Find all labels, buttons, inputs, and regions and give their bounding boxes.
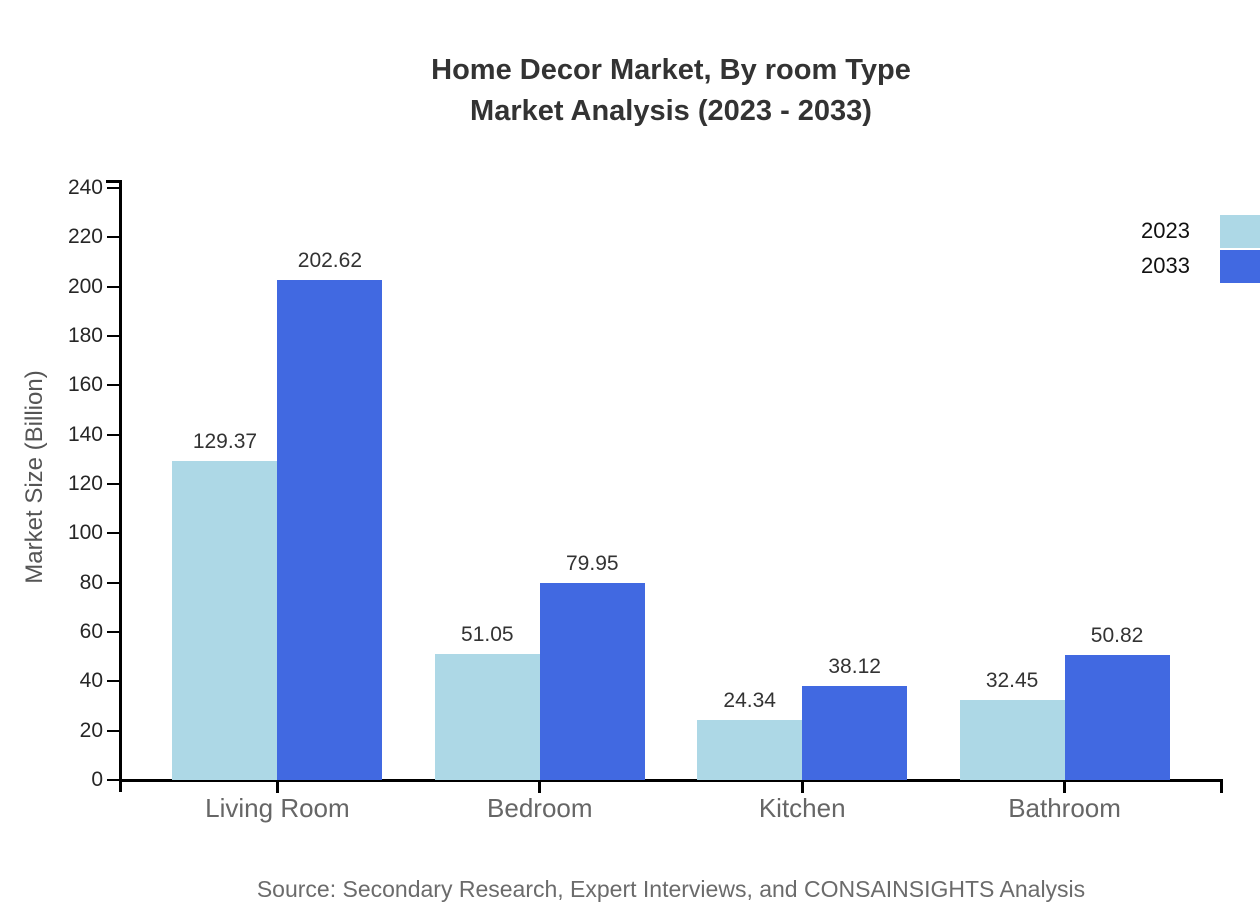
bar-2023-bathroom (959, 699, 1065, 780)
legend-swatch-icon (1220, 249, 1260, 283)
y-axis-line (119, 180, 122, 792)
y-tick-label: 100 (67, 521, 103, 545)
bar-value-label: 50.82 (1090, 623, 1144, 647)
y-tick-label: 240 (67, 176, 103, 199)
legend-swatch-icon (1220, 214, 1260, 248)
legend-item-2033: 2033 (1141, 249, 1260, 283)
y-tick-line (107, 779, 120, 781)
bar-value-label: 24.34 (723, 688, 776, 712)
x-tick-line (275, 780, 279, 793)
y-axis-top-end-tick (106, 180, 120, 183)
y-tick-label: 20 (79, 718, 103, 742)
bar-2033-living-room (277, 280, 383, 780)
y-tick-label: 200 (67, 274, 103, 298)
y-tick-line (107, 532, 120, 535)
category-label: Bedroom (487, 793, 593, 823)
y-tick-line (107, 335, 120, 337)
legend-label: 2033 (1141, 253, 1190, 278)
x-tick-line (1063, 780, 1067, 793)
y-tick-line (107, 236, 120, 239)
y-tick-line (107, 285, 120, 288)
y-tick-label: 120 (67, 472, 103, 495)
y-tick-label: 160 (67, 373, 103, 397)
y-tick-label: 40 (79, 669, 103, 693)
y-tick-line (107, 581, 120, 584)
y-tick-label: 60 (79, 620, 103, 643)
bar-value-label: 129.37 (192, 429, 258, 453)
bar-value-label: 38.12 (828, 654, 881, 678)
chart-title-line2: Market Analysis (2023 - 2033) (470, 95, 872, 127)
bar-2023-bedroom (434, 654, 540, 780)
y-tick-label: 140 (67, 422, 103, 446)
category-label: Kitchen (758, 793, 846, 823)
y-tick-line (107, 187, 120, 189)
x-axis-right-end-tick (1220, 779, 1223, 793)
x-axis-line (119, 779, 1223, 782)
y-tick-line (107, 680, 120, 683)
category-label: Living Room (205, 793, 350, 823)
bar-value-label: 79.95 (566, 551, 619, 575)
category-label: Bathroom (1008, 793, 1121, 823)
bar-2033-bathroom (1064, 654, 1170, 780)
legend-label: 2023 (1141, 218, 1190, 243)
legend-item-2023: 2023 (1141, 214, 1260, 248)
y-tick-line (107, 729, 120, 732)
chart-title-line1: Home Decor Market, By room Type (431, 54, 911, 86)
y-tick-line (107, 384, 120, 387)
x-tick-line (800, 780, 804, 793)
bar-value-label: 51.05 (461, 623, 514, 647)
chart-title: Home Decor Market, By room Type Market A… (120, 50, 1222, 132)
bar-2023-living-room (172, 460, 278, 780)
y-tick-label: 220 (67, 225, 103, 249)
bar-2033-kitchen (802, 685, 908, 780)
bar-value-label: 202.62 (297, 249, 363, 273)
y-tick-label: 80 (79, 570, 103, 594)
x-tick-line (538, 780, 542, 793)
bar-2023-kitchen (697, 719, 803, 780)
y-tick-line (107, 433, 120, 436)
y-tick-line (107, 631, 120, 633)
bar-2033-bedroom (539, 582, 645, 780)
y-tick-label: 0 (91, 768, 103, 791)
bar-value-label: 32.45 (985, 668, 1039, 692)
y-tick-line (107, 483, 120, 485)
y-tick-label: 180 (67, 324, 103, 347)
source-note: Source: Secondary Research, Expert Inter… (256, 876, 1086, 902)
legend: 2023 2033 (1141, 214, 1260, 284)
